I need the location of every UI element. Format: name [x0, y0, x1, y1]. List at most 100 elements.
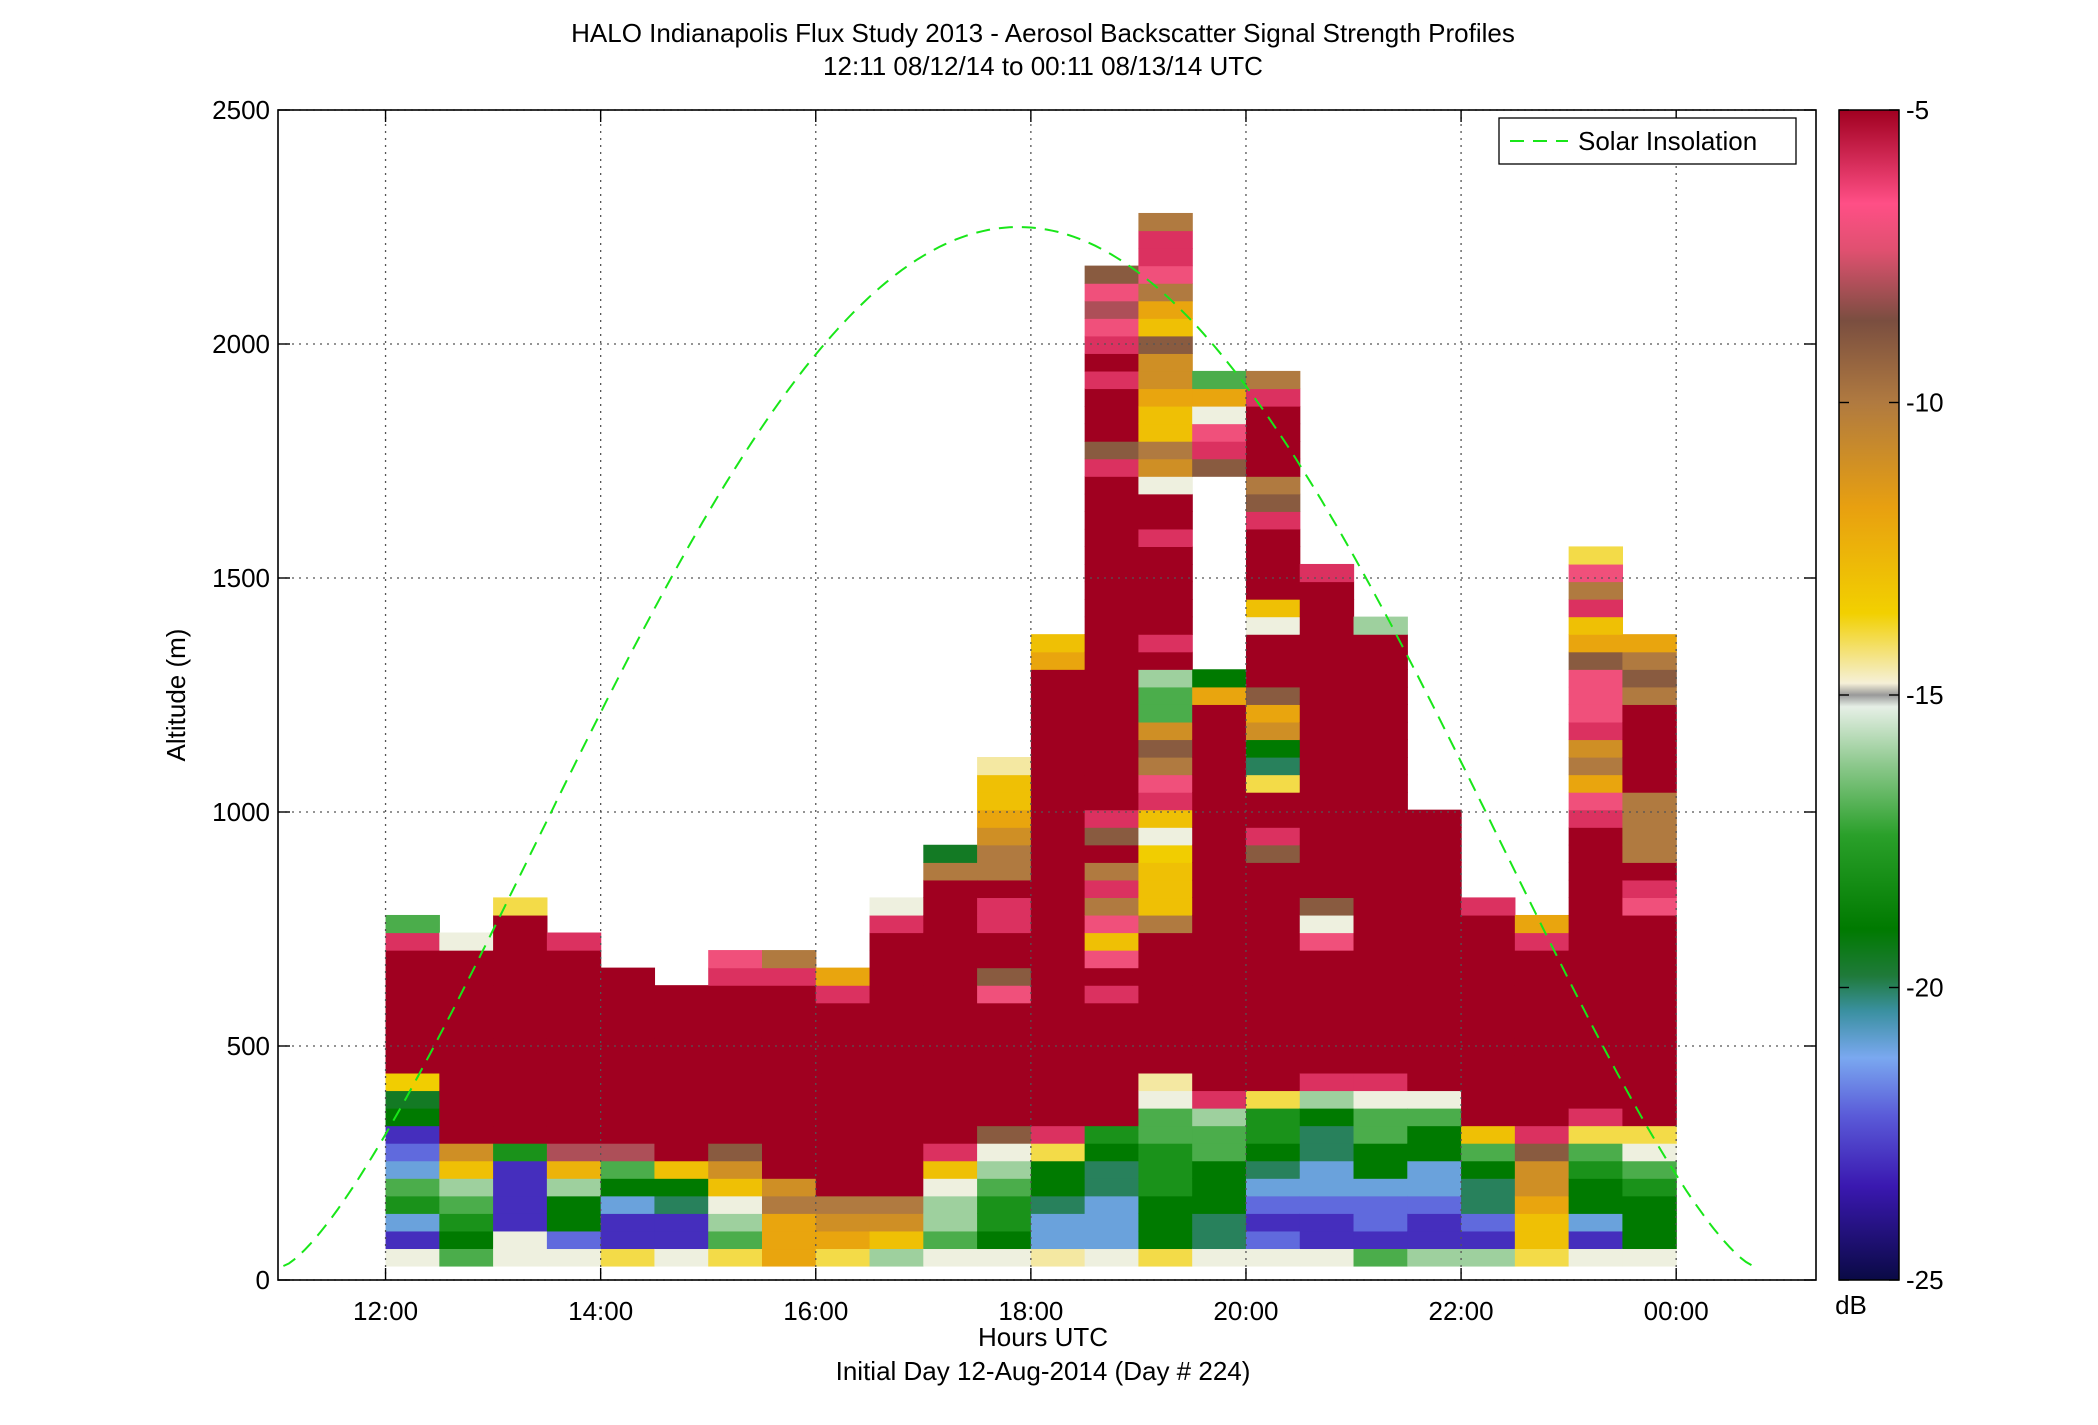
heatmap-cell	[1084, 388, 1140, 407]
heatmap-cell	[493, 1020, 548, 1039]
heatmap-cell	[761, 1108, 817, 1127]
heatmap-cell	[1245, 441, 1301, 460]
heatmap-cell	[1622, 651, 1677, 670]
heatmap-cell	[1568, 1125, 1624, 1144]
heatmap-cell	[493, 1178, 548, 1197]
heatmap-cell	[600, 1055, 656, 1074]
heatmap-cell	[1353, 757, 1408, 776]
heatmap-cell	[654, 1090, 709, 1109]
heatmap-cell	[1192, 1213, 1247, 1232]
heatmap-cell	[1568, 827, 1624, 846]
heatmap-cell	[977, 844, 1032, 863]
heatmap-cell	[1084, 686, 1140, 705]
heatmap-cell	[1084, 774, 1140, 793]
heatmap-cell	[1030, 1037, 1086, 1056]
heatmap-cell	[493, 1230, 548, 1250]
y-tick-label: 500	[227, 1031, 270, 1061]
heatmap-cell	[385, 1213, 440, 1232]
heatmap-cell	[1299, 1230, 1355, 1250]
heatmap-cell	[977, 774, 1032, 793]
heatmap-cell	[708, 1055, 763, 1074]
heatmap-cell	[761, 950, 817, 969]
heatmap-cell	[1084, 599, 1140, 618]
heatmap-cell	[815, 1090, 871, 1109]
x-axis-sublabel: Initial Day 12-Aug-2014 (Day # 224)	[836, 1356, 1251, 1386]
heatmap-cell	[385, 1108, 440, 1127]
heatmap-cell	[493, 1055, 548, 1074]
heatmap-cell	[1245, 1143, 1301, 1162]
colorbar-tick-label: -5	[1906, 95, 1929, 125]
heatmap-cell	[1084, 809, 1140, 828]
heatmap-cell	[546, 1002, 602, 1021]
heatmap-cell	[546, 1230, 602, 1250]
heatmap-cell	[708, 1037, 763, 1056]
heatmap-cell	[761, 1037, 817, 1056]
heatmap-cell	[439, 1160, 494, 1179]
heatmap-cell	[546, 1213, 602, 1232]
heatmap-cell	[1299, 1248, 1355, 1267]
heatmap-cell	[1030, 985, 1086, 1004]
heatmap-cell	[1622, 809, 1677, 828]
heatmap-cell	[869, 1072, 924, 1092]
heatmap-cell	[493, 1248, 548, 1267]
heatmap-cell	[869, 1195, 924, 1214]
heatmap-cell	[1622, 704, 1677, 723]
heatmap-cell	[1407, 1195, 1462, 1214]
heatmap-cell	[1138, 563, 1193, 583]
heatmap-cell	[1192, 1230, 1247, 1250]
heatmap-cell	[1084, 441, 1140, 460]
heatmap-cell	[1245, 599, 1301, 618]
heatmap-cell	[1568, 985, 1624, 1004]
heatmap-cell	[869, 932, 924, 951]
heatmap-cell	[1138, 265, 1193, 284]
heatmap-cell	[977, 914, 1032, 934]
heatmap-cell	[654, 1002, 709, 1021]
heatmap-cell	[654, 1195, 709, 1214]
heatmap-cell	[1192, 879, 1247, 899]
heatmap-cell	[385, 932, 440, 951]
heatmap-cell	[977, 967, 1032, 986]
heatmap-cell	[1622, 844, 1677, 863]
heatmap-cell	[1245, 686, 1301, 705]
heatmap-cell	[1568, 792, 1624, 811]
heatmap-cell	[1030, 1002, 1086, 1021]
heatmap-cell	[1030, 809, 1086, 828]
heatmap-cell	[1568, 616, 1624, 635]
heatmap-cell	[1353, 1143, 1408, 1162]
heatmap-cell	[1568, 1230, 1624, 1250]
heatmap-cell	[1138, 528, 1193, 548]
heatmap-cell	[1030, 774, 1086, 793]
heatmap-cell	[1084, 1143, 1140, 1162]
x-tick-label: 22:00	[1429, 1296, 1494, 1326]
heatmap-cell	[1084, 1195, 1140, 1214]
heatmap-cell	[493, 1125, 548, 1144]
heatmap-cell	[1192, 1248, 1247, 1267]
heatmap-cell	[1245, 844, 1301, 863]
heatmap-cell	[1407, 1072, 1462, 1092]
heatmap-cell	[1622, 739, 1677, 758]
heatmap-cell	[1622, 721, 1677, 741]
heatmap-cell	[1138, 757, 1193, 776]
heatmap-cell	[708, 1072, 763, 1092]
heatmap-cell	[1461, 1178, 1516, 1197]
heatmap-cell	[385, 967, 440, 986]
heatmap-cell	[600, 1108, 656, 1127]
heatmap-cell	[815, 1248, 871, 1267]
heatmap-cell	[1514, 1055, 1570, 1074]
heatmap-cell	[977, 1160, 1032, 1179]
heatmap-cell	[385, 1248, 440, 1267]
heatmap-cell	[1138, 616, 1193, 635]
heatmap-cell	[1138, 335, 1193, 354]
heatmap-cell	[1353, 1230, 1408, 1250]
heatmap-cell	[493, 967, 548, 986]
heatmap-cell	[869, 1037, 924, 1056]
heatmap-cell	[869, 1055, 924, 1074]
heatmap-cell	[546, 1108, 602, 1127]
heatmap-cell	[1622, 879, 1677, 899]
heatmap-cell	[1568, 844, 1624, 863]
heatmap-cell	[1030, 897, 1086, 916]
heatmap-cell	[1084, 914, 1140, 934]
heatmap-cell	[1138, 300, 1193, 319]
heatmap-cell	[923, 1002, 978, 1021]
heatmap-cell	[1084, 792, 1140, 811]
